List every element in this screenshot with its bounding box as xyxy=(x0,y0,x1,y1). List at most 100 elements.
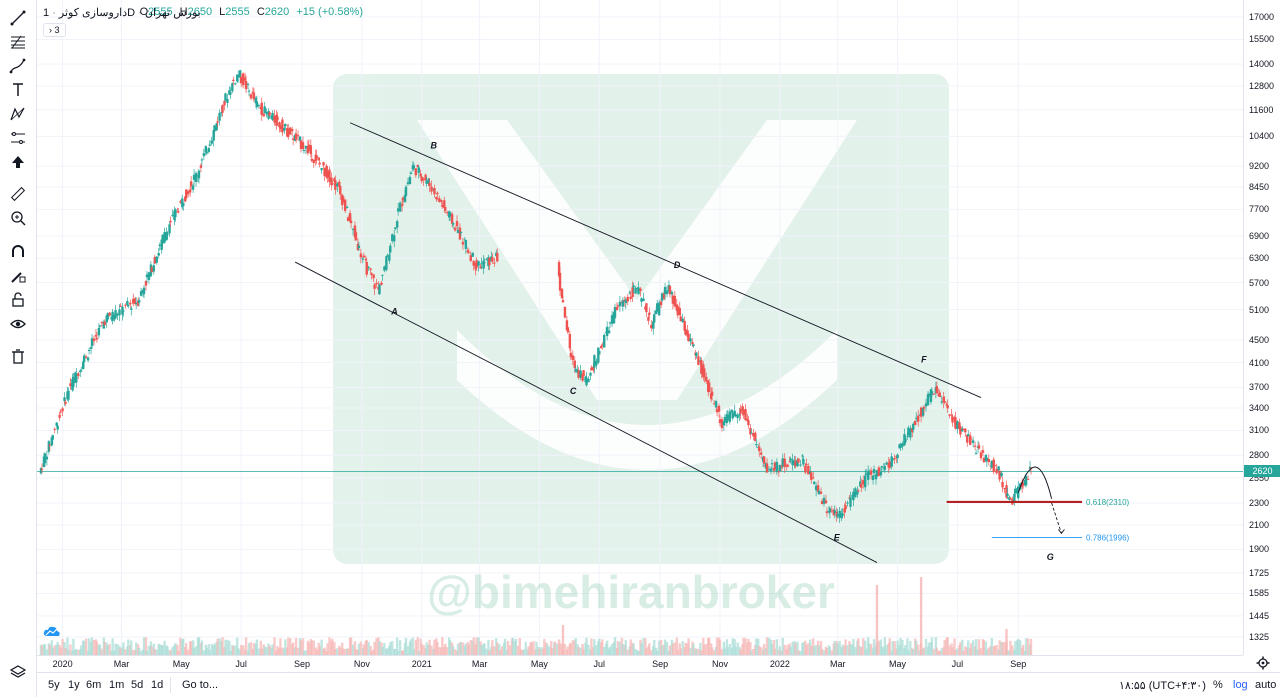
wave-label-g: G xyxy=(1047,552,1054,562)
range-5y[interactable]: 5y xyxy=(48,679,60,691)
pattern-icon[interactable] xyxy=(6,104,30,124)
volume-bar xyxy=(417,650,420,655)
candle-body xyxy=(435,196,438,200)
volume-bar xyxy=(171,646,174,655)
magnet-icon[interactable] xyxy=(6,242,30,262)
candle-body xyxy=(770,463,774,465)
candle-body xyxy=(133,298,137,304)
volume-bar xyxy=(681,641,684,655)
volume-bar xyxy=(263,646,266,655)
candle-body xyxy=(428,182,431,187)
candle-body xyxy=(775,462,779,473)
chart-pane[interactable]: A B C D E F G 0.618(2310) 0.786(1996) @bimehiran… xyxy=(37,0,1243,655)
clock[interactable]: ۱۸:۵۵ (UTC+۴:۳۰) xyxy=(1119,680,1206,692)
candle-body xyxy=(152,265,156,272)
candle-body xyxy=(899,443,902,449)
eye-icon[interactable] xyxy=(6,314,30,334)
range-1y[interactable]: 1y xyxy=(68,679,80,691)
volume-bar xyxy=(216,638,219,655)
interval-label[interactable]: 1D xyxy=(43,7,136,19)
range-1d[interactable]: 1d xyxy=(151,679,164,691)
volume-bar xyxy=(752,648,755,655)
goto-button[interactable]: Go to... xyxy=(182,679,219,691)
candle-body xyxy=(778,465,782,471)
symbol-title[interactable]: داروسازی کوثر · 1D · بورس تهران xyxy=(43,7,201,19)
lock-drawing-icon[interactable] xyxy=(6,266,30,286)
fib-retracement-icon[interactable] xyxy=(6,32,30,52)
volume-bar xyxy=(77,650,80,655)
zoom-in-icon[interactable] xyxy=(6,208,30,228)
candle-body xyxy=(362,255,366,258)
volume-bar xyxy=(90,637,94,655)
candle-body xyxy=(396,208,400,212)
candle-body xyxy=(491,257,494,262)
candle-body xyxy=(436,192,439,195)
range-1m[interactable]: 1m xyxy=(109,679,125,691)
volume-bar xyxy=(836,643,839,655)
drawing-toolbar xyxy=(0,0,37,697)
volume-bar xyxy=(134,642,138,655)
price-scale[interactable]: 17000 15500 14000 12800 11600 10400 9200 8450 77… xyxy=(1243,0,1280,655)
candle-body xyxy=(720,419,724,429)
candle-body xyxy=(1003,488,1006,490)
brush-icon[interactable] xyxy=(6,56,30,76)
candle-body xyxy=(843,508,846,513)
range-6m[interactable]: 6m xyxy=(86,679,102,691)
ohlc-low: 2555 xyxy=(225,6,250,18)
volume-bar xyxy=(707,637,711,655)
range-5d[interactable]: 5d xyxy=(131,679,144,691)
volume-bar xyxy=(1026,638,1030,655)
volume-bar xyxy=(66,637,69,655)
candle-body xyxy=(39,468,43,474)
layers-icon[interactable] xyxy=(6,662,30,682)
candle-body xyxy=(707,382,711,393)
candle-body xyxy=(1024,476,1028,486)
volume-bar xyxy=(566,646,570,655)
unlock-icon[interactable] xyxy=(6,290,30,310)
trend-line-icon[interactable] xyxy=(6,8,30,28)
volume-bar xyxy=(228,640,231,655)
candle-body xyxy=(126,301,129,305)
candle-body xyxy=(681,318,684,323)
price-tick-label: 6300 xyxy=(1249,253,1270,264)
volume-bar xyxy=(491,640,494,655)
fib-level-label: 0.618(2310) xyxy=(1086,498,1129,507)
volume-bar xyxy=(789,646,792,655)
volume-bar xyxy=(213,643,216,655)
candle-body xyxy=(200,159,204,161)
volume-bar xyxy=(967,640,970,655)
volume-bar xyxy=(535,641,538,655)
volume-bar xyxy=(312,640,315,655)
settings-gear-icon[interactable] xyxy=(1256,656,1270,675)
ruler-icon[interactable] xyxy=(6,184,30,204)
volume-bar xyxy=(236,637,239,655)
volume-bar xyxy=(723,648,727,655)
auto-toggle[interactable]: auto xyxy=(1255,679,1277,691)
volume-bar xyxy=(555,643,559,655)
volume-bar xyxy=(239,644,243,655)
candle-body xyxy=(1026,478,1030,480)
candle-body xyxy=(585,377,588,386)
text-icon[interactable] xyxy=(6,80,30,100)
log-toggle[interactable]: log xyxy=(1233,679,1248,691)
candle-body xyxy=(353,225,357,238)
forecast-icon[interactable] xyxy=(6,128,30,148)
time-axis[interactable]: 2020 Mar May Jul Sep Nov 2021 Mar May Jul Sep Nov 20… xyxy=(37,655,1243,672)
candle-body xyxy=(483,262,486,264)
volume-bar xyxy=(232,646,235,655)
volume-bar xyxy=(271,644,274,655)
arrow-up-icon[interactable] xyxy=(6,152,30,172)
indicators-toggle[interactable]: › 3 xyxy=(43,23,66,37)
chart-canvas[interactable]: A B C D E F G 0.618(2310) 0.786(1996) xyxy=(37,0,1243,655)
candle-body xyxy=(463,239,467,241)
candle-body xyxy=(875,470,879,477)
volume-bar xyxy=(838,640,841,655)
candle-body xyxy=(687,333,690,341)
trash-icon[interactable] xyxy=(6,346,30,366)
percent-toggle[interactable]: % xyxy=(1213,679,1223,691)
projection-arc xyxy=(1017,466,1053,499)
candle-body xyxy=(977,445,981,449)
volume-bar xyxy=(307,642,311,655)
candle-body xyxy=(922,407,926,409)
candle-body xyxy=(212,130,215,141)
